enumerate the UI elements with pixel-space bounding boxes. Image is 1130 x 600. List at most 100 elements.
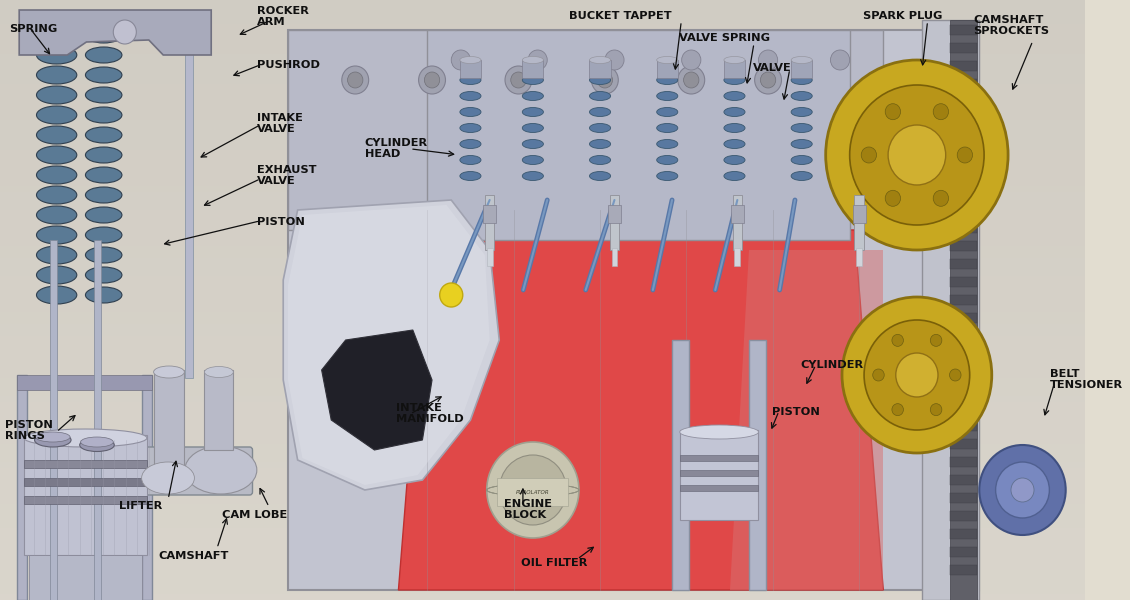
Circle shape	[418, 66, 445, 94]
Ellipse shape	[657, 76, 678, 85]
Bar	[610, 195, 619, 250]
Bar	[205, 370, 233, 450]
Bar	[950, 259, 977, 269]
Ellipse shape	[460, 124, 481, 133]
Bar	[950, 205, 977, 215]
Ellipse shape	[791, 155, 812, 164]
Circle shape	[425, 72, 440, 88]
Ellipse shape	[86, 67, 122, 83]
Ellipse shape	[460, 139, 481, 148]
Ellipse shape	[35, 433, 71, 447]
Bar	[950, 529, 977, 539]
Circle shape	[487, 442, 579, 538]
Ellipse shape	[657, 172, 678, 181]
Ellipse shape	[36, 226, 77, 244]
Ellipse shape	[791, 91, 812, 100]
Text: CAM LOBE: CAM LOBE	[223, 510, 287, 520]
Ellipse shape	[590, 76, 610, 85]
Ellipse shape	[657, 139, 678, 148]
Circle shape	[597, 72, 612, 88]
Ellipse shape	[724, 155, 745, 164]
Circle shape	[113, 20, 137, 44]
Bar	[50, 240, 57, 600]
Ellipse shape	[86, 87, 122, 103]
Text: PISTON: PISTON	[773, 407, 820, 417]
Ellipse shape	[154, 366, 184, 378]
Bar	[950, 511, 977, 521]
Ellipse shape	[590, 139, 610, 148]
Text: CAMSHAFT
SPROCKETS: CAMSHAFT SPROCKETS	[973, 15, 1049, 36]
Ellipse shape	[86, 167, 122, 183]
Text: CYLINDER
HEAD: CYLINDER HEAD	[365, 138, 427, 159]
Circle shape	[528, 50, 547, 70]
Bar	[950, 547, 977, 557]
Bar	[950, 457, 977, 467]
Ellipse shape	[86, 107, 122, 123]
Bar	[857, 248, 862, 266]
Ellipse shape	[657, 124, 678, 133]
Ellipse shape	[205, 367, 233, 377]
Bar	[950, 115, 977, 125]
Text: BELT
TENSIONER: BELT TENSIONER	[1050, 369, 1123, 390]
Bar	[17, 375, 27, 600]
Text: ROCKER
ARM: ROCKER ARM	[258, 6, 308, 27]
Circle shape	[864, 320, 970, 430]
Circle shape	[949, 369, 960, 381]
Bar	[950, 277, 977, 287]
Ellipse shape	[590, 91, 610, 100]
Bar	[950, 79, 977, 89]
Bar	[24, 496, 147, 504]
Bar	[94, 240, 101, 600]
Circle shape	[348, 72, 363, 88]
Circle shape	[888, 125, 946, 185]
Ellipse shape	[460, 91, 481, 100]
Ellipse shape	[657, 107, 678, 116]
Bar	[590, 60, 610, 78]
Ellipse shape	[80, 437, 113, 447]
Ellipse shape	[36, 206, 77, 224]
Bar	[950, 421, 977, 431]
Bar	[950, 565, 977, 575]
Ellipse shape	[791, 124, 812, 133]
Circle shape	[861, 147, 877, 163]
Bar	[950, 169, 977, 179]
Bar	[724, 60, 745, 78]
Circle shape	[440, 283, 463, 307]
Bar	[734, 248, 740, 266]
Circle shape	[930, 334, 941, 346]
Text: PISTON
RINGS: PISTON RINGS	[6, 420, 53, 441]
Circle shape	[996, 462, 1050, 518]
Circle shape	[892, 404, 904, 416]
Bar	[483, 205, 496, 223]
Circle shape	[451, 50, 470, 70]
Bar	[288, 30, 884, 230]
Text: PISTON: PISTON	[258, 217, 305, 227]
Bar	[950, 133, 977, 143]
Bar	[950, 295, 977, 305]
Circle shape	[896, 353, 938, 397]
Text: CYLINDER: CYLINDER	[801, 360, 863, 370]
Ellipse shape	[522, 107, 544, 116]
Ellipse shape	[590, 107, 610, 116]
Ellipse shape	[791, 56, 812, 64]
Text: BUCKET TAPPET: BUCKET TAPPET	[570, 11, 672, 21]
Circle shape	[872, 369, 885, 381]
Bar	[950, 367, 977, 377]
Circle shape	[831, 50, 850, 70]
Ellipse shape	[185, 446, 257, 494]
Bar	[24, 435, 147, 555]
Bar	[950, 223, 977, 233]
Circle shape	[605, 50, 624, 70]
Ellipse shape	[522, 172, 544, 181]
Bar	[522, 60, 544, 78]
Bar	[732, 195, 742, 250]
Bar	[17, 375, 151, 390]
Ellipse shape	[724, 76, 745, 85]
Circle shape	[842, 297, 992, 453]
Circle shape	[755, 66, 782, 94]
Text: ENGINE
BLOCK: ENGINE BLOCK	[504, 499, 553, 520]
Circle shape	[885, 190, 901, 206]
Ellipse shape	[36, 166, 77, 184]
Polygon shape	[730, 250, 884, 590]
Bar	[24, 460, 147, 468]
